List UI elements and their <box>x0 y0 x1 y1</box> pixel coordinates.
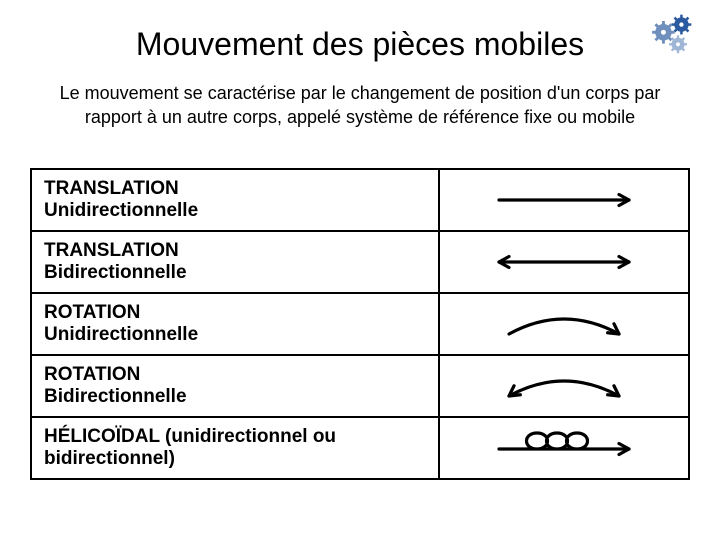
row-label-line2: bidirectionnel) <box>44 448 175 469</box>
motion-table: TRANSLATION Unidirectionnelle TRANSLATIO… <box>30 168 690 480</box>
table-row: TRANSLATION Unidirectionnelle <box>31 169 689 231</box>
row-label-line2: Unidirectionnelle <box>44 200 198 221</box>
row-symbol-cell <box>439 417 689 479</box>
rotation-bi-icon <box>479 364 649 408</box>
table-row: ROTATION Unidirectionnelle <box>31 293 689 355</box>
page-title: Mouvement des pièces mobiles <box>136 26 584 63</box>
gears-icon <box>646 10 698 58</box>
row-label: TRANSLATION Unidirectionnelle <box>31 169 439 231</box>
subtitle: Le mouvement se caractérise par le chang… <box>40 81 680 130</box>
row-label-line1: TRANSLATION <box>44 178 179 199</box>
table-row: TRANSLATION Bidirectionnelle <box>31 231 689 293</box>
row-label-line1: HÉLICOÏDAL (unidirectionnel ou <box>44 426 336 447</box>
rotation-uni-icon <box>479 302 649 346</box>
row-label: ROTATION Bidirectionnelle <box>31 355 439 417</box>
helical-icon <box>479 426 649 470</box>
row-label: HÉLICOÏDAL (unidirectionnel ou bidirecti… <box>31 417 439 479</box>
table-row: ROTATION Bidirectionnelle <box>31 355 689 417</box>
slide: Mouvement des pièces mobiles <box>0 0 720 540</box>
row-label-line2: Bidirectionnelle <box>44 262 187 283</box>
translation-uni-icon <box>479 178 649 222</box>
row-label: ROTATION Unidirectionnelle <box>31 293 439 355</box>
row-label-line2: Unidirectionnelle <box>44 324 198 345</box>
table-row: HÉLICOÏDAL (unidirectionnel ou bidirecti… <box>31 417 689 479</box>
row-label-line1: ROTATION <box>44 364 140 385</box>
row-symbol-cell <box>439 355 689 417</box>
row-label-line1: TRANSLATION <box>44 240 179 261</box>
row-symbol-cell <box>439 169 689 231</box>
row-label-line2: Bidirectionnelle <box>44 386 187 407</box>
row-label-line1: ROTATION <box>44 302 140 323</box>
row-symbol-cell <box>439 231 689 293</box>
translation-bi-icon <box>479 240 649 284</box>
title-row: Mouvement des pièces mobiles <box>30 26 690 63</box>
row-label: TRANSLATION Bidirectionnelle <box>31 231 439 293</box>
row-symbol-cell <box>439 293 689 355</box>
